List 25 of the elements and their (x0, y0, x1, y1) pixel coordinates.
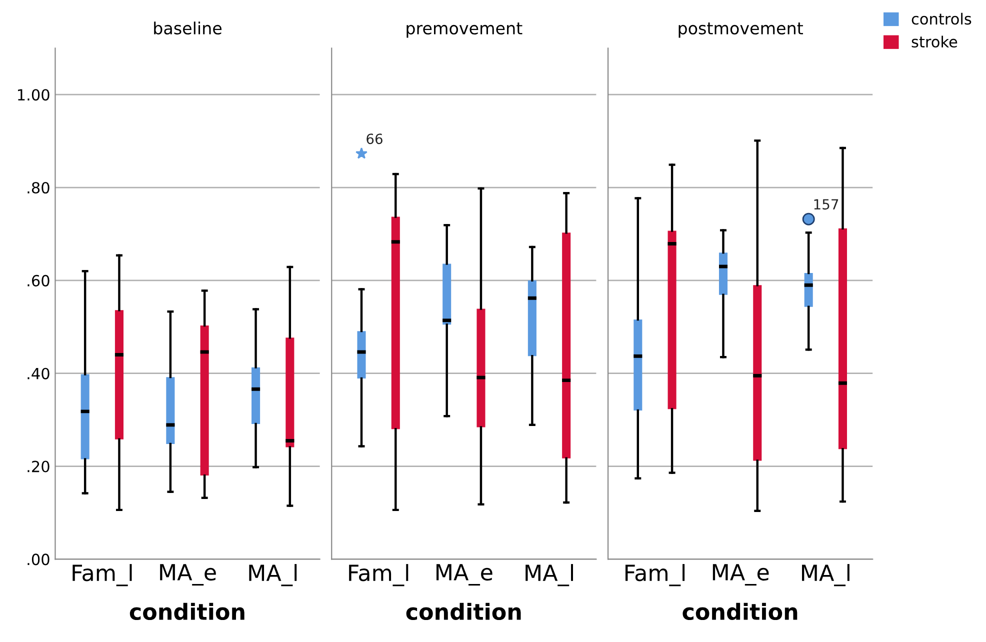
legend-label: controls (912, 12, 972, 25)
y-tick-label: .60 (28, 274, 50, 286)
x-tick-label: MA_l (526, 564, 574, 586)
x-axis-title: condition (406, 602, 521, 620)
x-axis-title: condition (682, 602, 798, 620)
x-tick-label: Fam_l (349, 564, 408, 586)
y-tick-label: .00 (28, 554, 50, 566)
x-tick-label: MA_e (160, 564, 216, 586)
x-tick-label: Fam_l (626, 564, 685, 586)
x-tick-label: MA_l (249, 564, 297, 586)
y-tick-label: 1.00 (18, 89, 50, 101)
x-tick-label: MA_e (436, 564, 492, 586)
x-axis-title: condition (130, 602, 244, 620)
annotation: 157 (814, 199, 838, 210)
x-tick-label: Fam_l (72, 564, 132, 586)
x-tick-label: MA_e (712, 564, 769, 586)
annotation: 66 (366, 134, 382, 144)
y-tick-label: .80 (28, 182, 50, 194)
chart-title: premovement (406, 22, 522, 38)
chart-title: baseline (154, 22, 222, 34)
chart-title: postmovement (678, 22, 803, 38)
x-tick-label: MA_l (802, 564, 850, 586)
legend-label: stroke (912, 36, 958, 48)
y-tick-label: .40 (28, 368, 50, 380)
y-tick-label: .20 (28, 460, 50, 472)
